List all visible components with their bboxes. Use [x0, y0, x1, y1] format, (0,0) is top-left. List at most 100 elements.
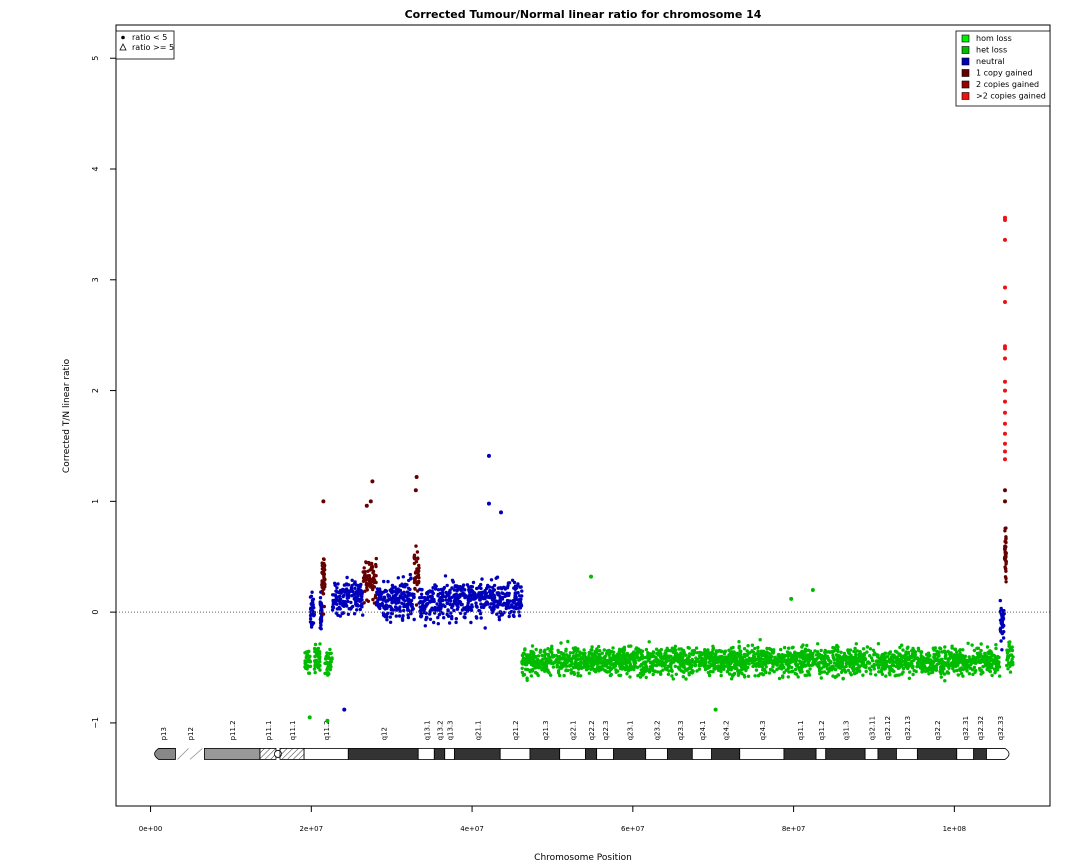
- data-point: [343, 590, 348, 594]
- data-point: [1002, 421, 1007, 426]
- band-shape: [645, 748, 668, 760]
- data-point: [346, 595, 351, 600]
- data-point: [900, 664, 904, 668]
- data-point: [1002, 299, 1007, 304]
- band-shape: [453, 748, 501, 760]
- data-point: [794, 664, 799, 668]
- data-point: [539, 660, 544, 664]
- data-point: [536, 657, 540, 662]
- data-point: [525, 657, 530, 661]
- state-legend-label: hom loss: [976, 34, 1012, 43]
- data-point: [707, 665, 711, 669]
- data-point: [746, 658, 750, 663]
- data-point: [568, 651, 573, 655]
- data-point: [445, 583, 449, 588]
- data-point: [504, 606, 508, 611]
- data-point: [822, 665, 826, 669]
- data-point: [471, 580, 476, 585]
- data-point: [569, 663, 573, 667]
- data-point: [688, 661, 692, 666]
- data-point: [487, 590, 492, 594]
- data-point: [671, 650, 675, 654]
- data-point: [582, 665, 586, 669]
- band-p11.1: p11.1: [259, 720, 277, 760]
- data-point: [955, 668, 959, 673]
- data-point: [414, 570, 418, 574]
- data-point: [932, 655, 937, 660]
- data-point: [896, 666, 901, 670]
- data-point: [647, 670, 652, 674]
- data-point: [784, 668, 788, 672]
- data-point: [448, 599, 453, 603]
- data-point: [566, 639, 570, 644]
- data-point: [407, 578, 411, 583]
- data-point: [396, 576, 400, 580]
- band-label: q13.2: [437, 720, 445, 740]
- data-point: [342, 611, 346, 615]
- data-point: [883, 666, 887, 671]
- data-point: [861, 673, 865, 677]
- data-point: [330, 656, 334, 660]
- data-point: [618, 659, 623, 663]
- data-point: [739, 659, 743, 664]
- data-point: [825, 667, 829, 671]
- data-point: [725, 662, 729, 667]
- band-q23.2: q23.2: [645, 720, 668, 760]
- data-point: [740, 655, 745, 660]
- band-shape: [916, 748, 958, 760]
- data-point: [595, 665, 600, 669]
- data-point: [418, 599, 423, 604]
- band-shape: [559, 748, 586, 760]
- data-point: [835, 658, 839, 662]
- data-point: [942, 667, 946, 671]
- band-label: q24.2: [723, 720, 731, 740]
- data-point: [595, 647, 599, 651]
- data-point: [746, 652, 750, 656]
- data-point: [414, 474, 419, 479]
- data-points: [303, 52, 1015, 723]
- data-point: [704, 655, 708, 659]
- data-point: [939, 671, 943, 676]
- data-point: [961, 648, 965, 652]
- data-point: [609, 662, 614, 667]
- data-point: [560, 652, 564, 656]
- data-point: [608, 665, 612, 670]
- data-point: [499, 613, 504, 617]
- data-point: [311, 605, 315, 609]
- data-point: [446, 608, 450, 612]
- legend-triangle-icon: [119, 43, 127, 51]
- band-shape: [739, 748, 785, 760]
- data-point: [329, 665, 333, 669]
- data-point: [338, 602, 342, 606]
- data-point: [881, 656, 885, 660]
- data-point: [673, 658, 677, 662]
- data-point: [901, 648, 905, 652]
- data-point: [496, 586, 500, 590]
- band-q24.3: q24.3: [739, 720, 785, 760]
- data-point: [647, 657, 651, 661]
- data-point: [602, 648, 606, 652]
- data-point: [899, 654, 903, 658]
- band-q32.13: q32.13: [896, 716, 918, 760]
- data-point: [386, 579, 390, 584]
- data-point: [966, 641, 970, 645]
- data-point: [997, 660, 1001, 664]
- data-point: [799, 651, 804, 656]
- data-point: [530, 657, 534, 661]
- data-point: [313, 670, 317, 675]
- data-point: [787, 670, 791, 674]
- data-point: [630, 653, 634, 658]
- data-point: [303, 661, 307, 666]
- data-point: [897, 662, 901, 666]
- data-point: [308, 617, 313, 621]
- data-point: [521, 673, 525, 677]
- data-point: [651, 669, 655, 673]
- data-point: [318, 603, 323, 607]
- data-point: [322, 604, 326, 609]
- data-point: [598, 660, 602, 664]
- data-point: [958, 651, 962, 655]
- band-label: q24.1: [699, 720, 707, 740]
- data-point: [327, 672, 331, 676]
- band-shape: [711, 748, 741, 760]
- band-q11.1: q11.1: [279, 720, 305, 760]
